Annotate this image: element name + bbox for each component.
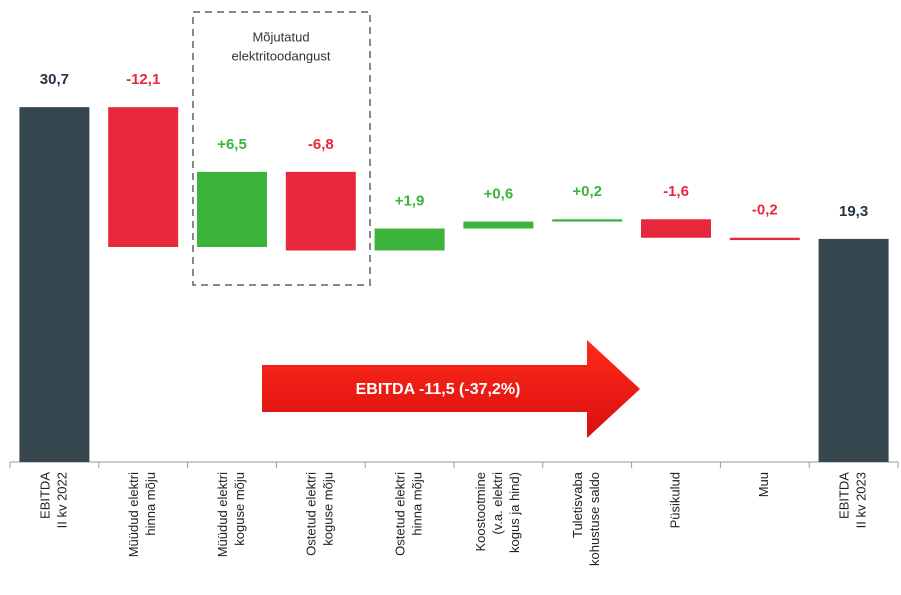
arrow-label: EBITDA -11,5 (-37,2%)	[356, 381, 521, 398]
group-box	[192, 11, 371, 286]
x-tick-label: Müüdud elektri	[126, 472, 141, 557]
x-tick-label: kohustuse saldo	[587, 472, 602, 566]
arrow	[262, 340, 640, 438]
value-label: 19,3	[839, 203, 868, 220]
x-tick-label: II kv 2022	[54, 472, 69, 528]
value-label: -1,6	[663, 183, 689, 200]
x-tick-label: Tuletisvaba	[570, 471, 585, 538]
x-tick-label: Ostetud elektri	[393, 472, 408, 556]
x-tick-label: kogus ja hind)	[507, 472, 522, 553]
value-label: -12,1	[126, 71, 160, 88]
x-tick-label: Muu	[756, 472, 771, 497]
x-tick-label: hinna mõju	[410, 472, 425, 536]
value-label: -0,2	[752, 202, 778, 219]
value-label: -6,8	[308, 136, 334, 153]
value-label: 30,7	[40, 71, 69, 88]
bar	[818, 238, 889, 462]
bar	[641, 219, 711, 238]
x-tick-label: II kv 2023	[854, 472, 869, 528]
x-tick-label: koguse mõju	[321, 472, 336, 546]
x-tick-label: Koostootmine	[473, 472, 488, 551]
x-tick-label: Müüdud elektri	[215, 472, 230, 557]
x-tick-label: EBITDA	[837, 472, 852, 519]
x-tick-label: koguse mõju	[232, 472, 247, 546]
x-tick-label: (v.a. elektri	[490, 472, 505, 535]
bar	[463, 221, 534, 229]
bar	[197, 171, 267, 248]
bar	[374, 228, 445, 251]
value-label: +6,5	[217, 136, 247, 153]
bar	[19, 107, 90, 463]
value-label: +1,9	[395, 192, 425, 209]
group-label: elektritoodangust	[231, 48, 330, 63]
x-tick-label: Püsikulud	[667, 472, 682, 528]
value-label: +0,2	[572, 183, 602, 200]
group-label: Mõjutatud	[252, 29, 309, 44]
bar	[552, 219, 623, 222]
x-tick-label: hinna mõju	[143, 472, 158, 536]
x-tick-label: EBITDA	[37, 472, 52, 519]
value-label: +0,6	[484, 186, 514, 203]
bar	[285, 171, 356, 251]
bar	[108, 107, 179, 248]
x-tick-label: Ostetud elektri	[304, 472, 319, 556]
bar	[729, 237, 800, 241]
